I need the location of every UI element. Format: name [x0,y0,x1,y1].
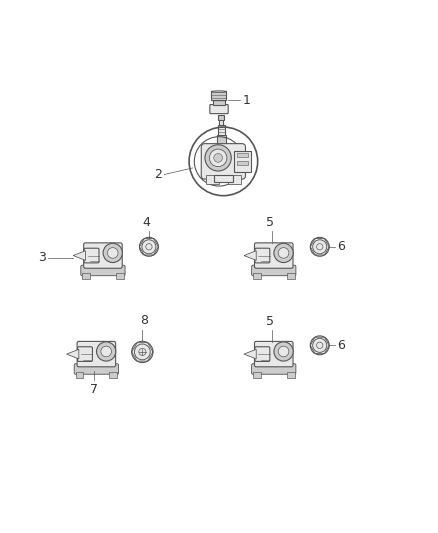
Bar [237,160,248,165]
FancyBboxPatch shape [84,243,122,268]
Ellipse shape [212,91,226,93]
Circle shape [139,237,159,256]
Bar [234,151,251,172]
Polygon shape [73,251,85,260]
Bar [213,100,225,106]
Polygon shape [67,349,79,359]
Text: 5: 5 [266,315,274,328]
Circle shape [205,145,231,171]
Circle shape [132,341,153,362]
Bar [110,372,117,378]
Text: 3: 3 [38,251,46,264]
Circle shape [310,336,329,355]
Bar [206,175,219,184]
Bar [217,135,226,146]
FancyBboxPatch shape [84,248,99,263]
Circle shape [310,237,329,256]
Circle shape [274,243,293,263]
Text: 5: 5 [266,216,274,229]
FancyBboxPatch shape [251,364,296,374]
FancyBboxPatch shape [210,104,228,114]
Polygon shape [244,349,256,359]
Polygon shape [244,251,256,260]
FancyBboxPatch shape [255,248,270,263]
Circle shape [278,248,289,258]
Text: 6: 6 [337,240,345,253]
Bar [228,175,241,184]
Bar [219,117,223,125]
Circle shape [103,243,122,263]
Circle shape [278,346,289,357]
Circle shape [107,248,118,258]
Bar [253,372,261,378]
FancyBboxPatch shape [74,364,118,374]
Bar [82,273,90,279]
Bar [75,372,83,378]
Bar [116,273,124,279]
Text: 4: 4 [143,216,151,229]
Bar [218,125,225,135]
Circle shape [209,149,227,167]
Text: 8: 8 [140,314,148,327]
Text: 7: 7 [90,383,98,395]
Bar [253,273,261,279]
FancyBboxPatch shape [81,265,125,276]
Circle shape [214,154,223,162]
Circle shape [101,346,111,357]
FancyBboxPatch shape [77,342,116,367]
Text: 6: 6 [337,339,345,352]
FancyBboxPatch shape [254,342,293,367]
Bar [286,273,294,279]
Bar [286,372,294,378]
Text: 1: 1 [243,94,251,107]
FancyBboxPatch shape [78,347,92,361]
FancyBboxPatch shape [212,91,226,101]
Circle shape [274,342,293,361]
Text: 2: 2 [154,168,162,181]
FancyBboxPatch shape [201,143,245,179]
FancyBboxPatch shape [254,243,293,268]
Circle shape [96,342,116,361]
FancyBboxPatch shape [251,265,296,276]
Bar [237,152,248,157]
Bar [214,175,233,182]
FancyBboxPatch shape [255,347,270,361]
Bar [218,115,224,120]
